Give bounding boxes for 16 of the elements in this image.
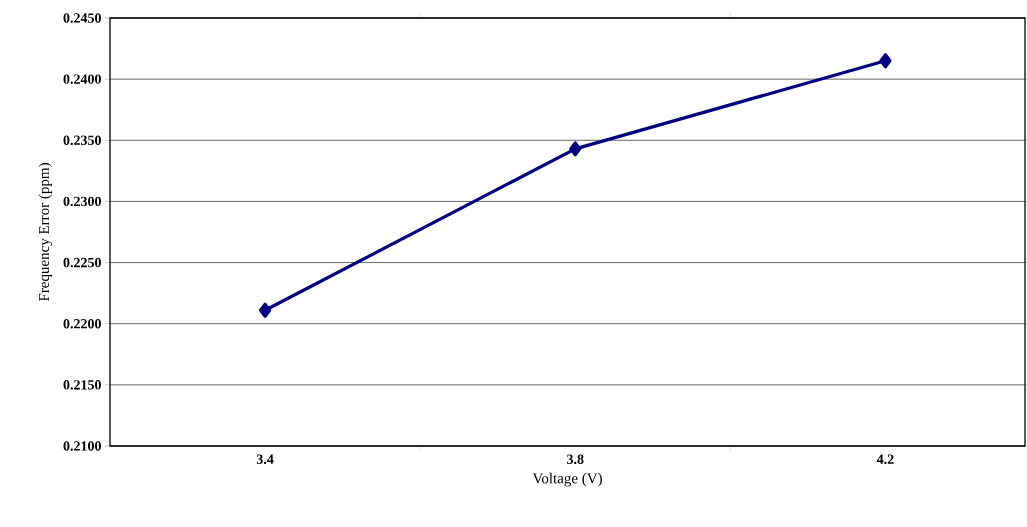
y-tick-label: 0.2100 [63, 441, 101, 451]
x-tick-label: 4.2 [876, 454, 894, 464]
y-tick-label: 0.2450 [63, 13, 101, 23]
y-tick-label: 0.2350 [63, 135, 101, 146]
point [569, 141, 582, 157]
y-axis-title: Frequency Error (ppm) [38, 163, 53, 302]
y-tick-label: 0.2150 [63, 380, 101, 390]
y-tick-label: 0.2250 [63, 257, 101, 268]
y-tick-label: 0.2200 [63, 318, 101, 329]
y-tick-label: 0.2300 [63, 196, 101, 207]
x-tick-label: 3.8 [567, 454, 584, 465]
x-axis-title: Voltage (V) [532, 472, 602, 487]
y-tick-label: 0.2400 [63, 74, 101, 84]
point [258, 302, 272, 318]
point [879, 53, 892, 69]
x-tick-label: 3.4 [256, 454, 274, 464]
